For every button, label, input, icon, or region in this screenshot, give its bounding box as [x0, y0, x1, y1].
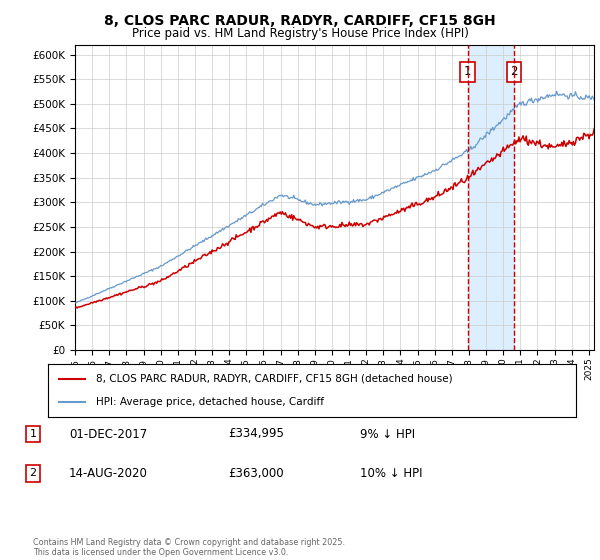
Text: 2: 2: [29, 468, 37, 478]
Text: 9% ↓ HPI: 9% ↓ HPI: [360, 427, 415, 441]
Text: £334,995: £334,995: [228, 427, 284, 441]
Bar: [467, 45, 514, 350]
Text: HPI: Average price, detached house, Cardiff: HPI: Average price, detached house, Card…: [95, 397, 323, 407]
Text: 8, CLOS PARC RADUR, RADYR, CARDIFF, CF15 8GH: 8, CLOS PARC RADUR, RADYR, CARDIFF, CF15…: [104, 14, 496, 28]
Text: 10% ↓ HPI: 10% ↓ HPI: [360, 466, 422, 480]
Text: Price paid vs. HM Land Registry's House Price Index (HPI): Price paid vs. HM Land Registry's House …: [131, 27, 469, 40]
Text: £363,000: £363,000: [228, 466, 284, 480]
Text: 14-AUG-2020: 14-AUG-2020: [69, 466, 148, 480]
Text: 01-DEC-2017: 01-DEC-2017: [69, 427, 147, 441]
Text: 1: 1: [464, 66, 472, 78]
Text: 2: 2: [510, 66, 518, 78]
Text: Contains HM Land Registry data © Crown copyright and database right 2025.
This d: Contains HM Land Registry data © Crown c…: [33, 538, 345, 557]
Text: 1: 1: [29, 429, 37, 439]
Text: 8, CLOS PARC RADUR, RADYR, CARDIFF, CF15 8GH (detached house): 8, CLOS PARC RADUR, RADYR, CARDIFF, CF15…: [95, 374, 452, 384]
